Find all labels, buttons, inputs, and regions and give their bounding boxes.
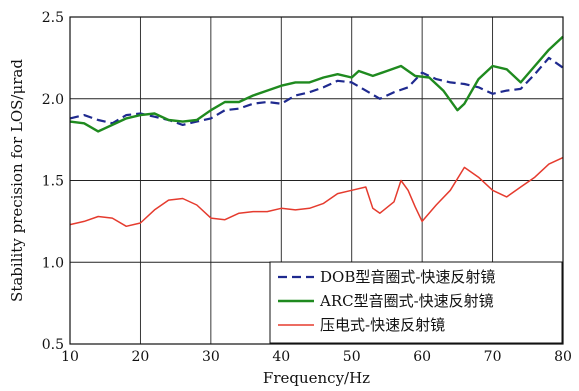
series-line-piezo [69, 156, 564, 228]
legend-label-arc: ARC型音圈式-快速反射镜 [319, 292, 494, 310]
x-axis-label: Frequency/Hz [263, 369, 370, 387]
y-tick-label: 1.0 [42, 255, 64, 271]
y-tick-label: 0.5 [42, 337, 64, 353]
tick-labels: 10 20 30 40 50 60 70 80 0.5 1.0 1.5 2.0 2.5 [42, 10, 572, 365]
series-line-dob [69, 56, 564, 126]
x-tick-label: 70 [484, 349, 502, 365]
x-tick-label: 60 [413, 349, 431, 365]
legend-label-piezo: 压电式-快速反射镜 [320, 316, 445, 334]
x-tick-label: 20 [132, 349, 150, 365]
legend-box [269, 261, 563, 344]
x-tick-label: 80 [554, 349, 572, 365]
x-tick-label: 40 [272, 349, 290, 365]
x-tick-label: 50 [343, 349, 361, 365]
y-tick-label: 1.5 [42, 174, 64, 190]
y-axis-label: Stability precision for LOS/μrad [8, 59, 26, 302]
legend: DOB型音圈式-快速反射镜 ARC型音圈式-快速反射镜 压电式-快速反射镜 [269, 261, 563, 344]
y-tick-label: 2.0 [42, 92, 64, 108]
legend-label-dob: DOB型音圈式-快速反射镜 [320, 268, 495, 286]
x-tick-label: 10 [61, 349, 79, 365]
x-tick-label: 30 [202, 349, 220, 365]
series-line-arc [69, 35, 564, 133]
y-tick-label: 2.5 [42, 10, 64, 26]
plot-frame [69, 16, 564, 345]
series-layer [69, 35, 564, 228]
